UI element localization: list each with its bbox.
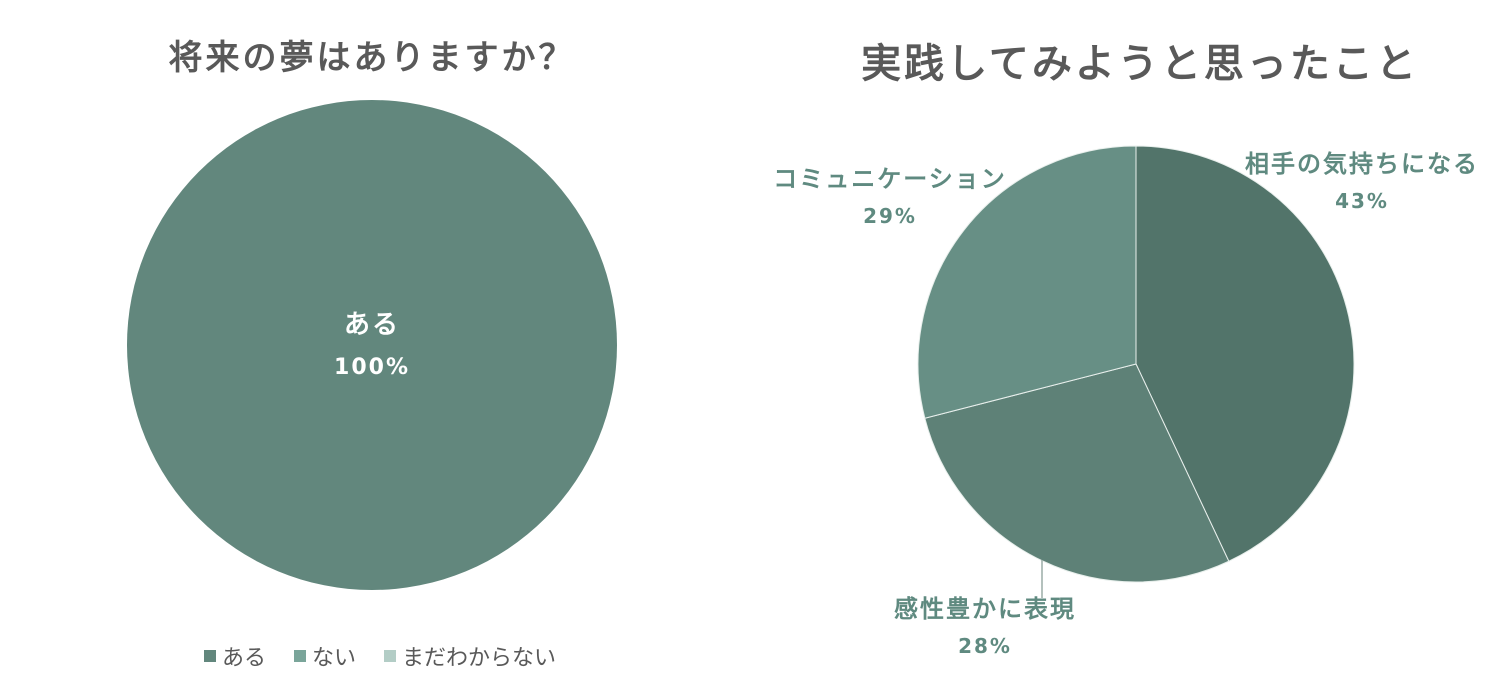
legend-item-madawakaranai: まだわからない [384,640,556,672]
legend-item-aru: ある [203,640,266,672]
data-label-practice-value-1: 43% [1335,189,1389,213]
pie-slice-practice-2 [924,363,1230,583]
legend-swatch-madawakaranai [384,650,396,662]
legend-swatch-nai [293,650,306,662]
data-label-practice-category-2: 感性豊かに表現 [894,595,1076,623]
legend-item-nai: ない [293,640,356,672]
legend-label-nai: ない [311,646,356,671]
legend-label-madawakaranai: まだわからない [402,646,557,671]
data-label-dream-value: 100% [334,355,410,380]
data-label-practice-category-1: 相手の気持ちになる [1245,150,1479,178]
legend-dream: ある ない まだわからない [0,640,760,672]
chart-title-practice: 実践してみようと思ったこと [861,41,1419,87]
chart-title-dream: 将来の夢はありますか？ [168,38,576,78]
pie-slice-practice-1 [1135,145,1355,562]
pie-slice-practice-3 [917,145,1137,419]
legend-swatch-aru [203,650,216,662]
pie-slice-dream-1 [127,100,617,590]
data-label-dream-category: ある [344,310,400,340]
legend-label-aru: ある [221,646,266,671]
data-label-practice-category-3: コミュニケーション [773,165,1007,193]
data-label-practice-value-3: 29% [863,204,917,228]
data-label-practice-value-2: 28% [958,634,1012,658]
